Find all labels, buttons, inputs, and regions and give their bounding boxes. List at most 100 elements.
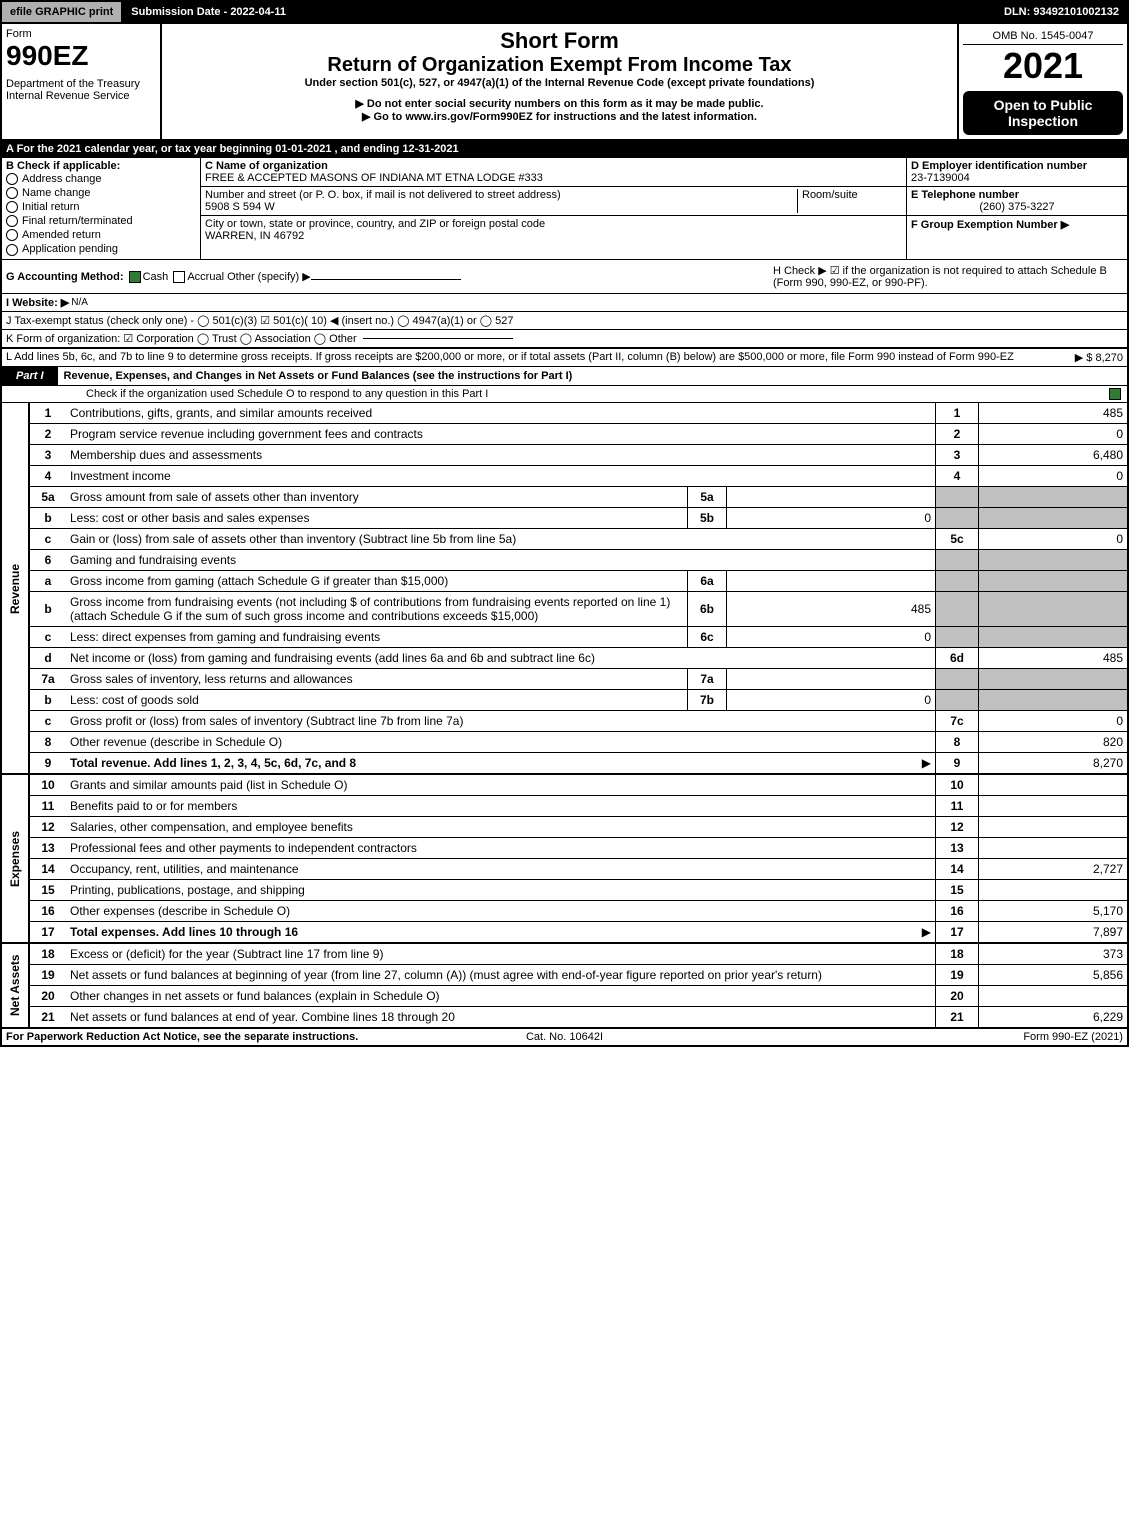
desc: Other revenue (describe in Schedule O) <box>66 731 936 752</box>
table-row: Revenue 1 Contributions, gifts, grants, … <box>1 403 1128 424</box>
inner-val <box>727 570 936 591</box>
table-row: 15 Printing, publications, postage, and … <box>1 879 1128 900</box>
desc-bold: Total expenses. Add lines 10 through 16 <box>70 925 298 939</box>
lineno: 11 <box>29 795 66 816</box>
k-other-input[interactable] <box>363 338 513 339</box>
city-label: City or town, state or province, country… <box>205 218 545 230</box>
form-name: 990EZ <box>6 40 156 72</box>
table-row: 19 Net assets or fund balances at beginn… <box>1 964 1128 985</box>
table-row: 20 Other changes in net assets or fund b… <box>1 985 1128 1006</box>
section-b: B Check if applicable: Address change Na… <box>2 158 201 259</box>
val: 485 <box>979 647 1129 668</box>
line-j: J Tax-exempt status (check only one) - ◯… <box>0 312 1129 330</box>
val: 820 <box>979 731 1129 752</box>
part1-table: Revenue 1 Contributions, gifts, grants, … <box>0 403 1129 1029</box>
lineno: 15 <box>29 879 66 900</box>
b-label: B Check if applicable: <box>6 160 196 172</box>
c-label: C Name of organization <box>205 160 328 172</box>
part1-check[interactable] <box>1109 388 1121 400</box>
chk-final-return[interactable]: Final return/terminated <box>6 214 196 228</box>
val: 0 <box>979 465 1129 486</box>
desc: Less: direct expenses from gaming and fu… <box>66 626 688 647</box>
desc: Salaries, other compensation, and employ… <box>66 816 936 837</box>
part1-title: Revenue, Expenses, and Changes in Net As… <box>58 367 1127 385</box>
header-left: Form 990EZ Department of the Treasury In… <box>2 24 162 139</box>
d-cell: D Employer identification number 23-7139… <box>907 158 1127 187</box>
table-row: 9 Total revenue. Add lines 1, 2, 3, 4, 5… <box>1 752 1128 774</box>
val: 6,229 <box>979 1006 1129 1028</box>
topbar-spacer <box>294 2 996 22</box>
ref: 9 <box>936 752 979 774</box>
note-link[interactable]: ▶ Go to www.irs.gov/Form990EZ for instru… <box>166 110 953 123</box>
inner-val <box>727 486 936 507</box>
val <box>979 774 1129 796</box>
chk-amended-return[interactable]: Amended return <box>6 228 196 242</box>
g-other-input[interactable] <box>311 279 461 280</box>
chk-initial-return[interactable]: Initial return <box>6 200 196 214</box>
chk-name-change[interactable]: Name change <box>6 186 196 200</box>
val: 5,856 <box>979 964 1129 985</box>
desc: Membership dues and assessments <box>66 444 936 465</box>
line-k: K Form of organization: ☑ Corporation ◯ … <box>0 330 1129 349</box>
footer-right: Form 990-EZ (2021) <box>751 1031 1123 1043</box>
lineno: b <box>29 591 66 626</box>
chk-cash[interactable] <box>129 271 141 283</box>
inner-label: 6a <box>688 570 727 591</box>
page-footer: For Paperwork Reduction Act Notice, see … <box>0 1029 1129 1047</box>
desc: Investment income <box>66 465 936 486</box>
note-ssn: ▶ Do not enter social security numbers o… <box>166 97 953 110</box>
dept-line-2: Internal Revenue Service <box>6 90 156 102</box>
inner-val: 0 <box>727 507 936 528</box>
ref: 6d <box>936 647 979 668</box>
lineno: 3 <box>29 444 66 465</box>
dept-line-1: Department of the Treasury <box>6 78 156 90</box>
ref: 18 <box>936 943 979 965</box>
desc: Gross income from fundraising events (no… <box>66 591 688 626</box>
addr-label: Number and street (or P. O. box, if mail… <box>205 189 561 201</box>
section-label-expenses: Expenses <box>1 774 29 943</box>
chk-application-pending[interactable]: Application pending <box>6 242 196 256</box>
lineno: 10 <box>29 774 66 796</box>
val <box>979 985 1129 1006</box>
desc: Occupancy, rent, utilities, and maintena… <box>66 858 936 879</box>
chk-accrual[interactable] <box>173 271 185 283</box>
c-addr-cell: Number and street (or P. O. box, if mail… <box>201 187 906 216</box>
city-value: WARREN, IN 46792 <box>205 230 304 242</box>
desc: Total expenses. Add lines 10 through 16 … <box>66 921 936 943</box>
table-row: 16 Other expenses (describe in Schedule … <box>1 900 1128 921</box>
lineno: 14 <box>29 858 66 879</box>
c-city-cell: City or town, state or province, country… <box>201 216 906 244</box>
table-row: b Gross income from fundraising events (… <box>1 591 1128 626</box>
section-bcd: B Check if applicable: Address change Na… <box>0 158 1129 260</box>
part1-check-line: Check if the organization used Schedule … <box>0 386 1129 403</box>
inner-val: 0 <box>727 626 936 647</box>
lineno: 2 <box>29 423 66 444</box>
desc: Gross profit or (loss) from sales of inv… <box>66 710 936 731</box>
e-label: E Telephone number <box>911 189 1019 201</box>
val-grey <box>979 570 1129 591</box>
lineno: c <box>29 710 66 731</box>
desc-bold: Total revenue. Add lines 1, 2, 3, 4, 5c,… <box>70 756 356 770</box>
ref-grey <box>936 570 979 591</box>
val <box>979 816 1129 837</box>
ref: 11 <box>936 795 979 816</box>
table-row: 3 Membership dues and assessments 3 6,48… <box>1 444 1128 465</box>
part1-check-text: Check if the organization used Schedule … <box>86 388 1107 400</box>
table-row: 8 Other revenue (describe in Schedule O)… <box>1 731 1128 752</box>
desc: Less: cost or other basis and sales expe… <box>66 507 688 528</box>
ein-value: 23-7139004 <box>911 172 970 184</box>
ref: 4 <box>936 465 979 486</box>
chk-address-change[interactable]: Address change <box>6 172 196 186</box>
omb-number: OMB No. 1545-0047 <box>963 28 1123 45</box>
submission-date: Submission Date - 2022-04-11 <box>123 2 294 22</box>
short-form-title: Short Form <box>166 28 953 54</box>
d-label: D Employer identification number <box>911 160 1087 172</box>
desc: Net assets or fund balances at end of ye… <box>66 1006 936 1028</box>
desc: Less: cost of goods sold <box>66 689 688 710</box>
desc: Excess or (deficit) for the year (Subtra… <box>66 943 936 965</box>
efile-print-button[interactable]: efile GRAPHIC print <box>2 2 123 22</box>
val-grey <box>979 486 1129 507</box>
val: 8,270 <box>979 752 1129 774</box>
ref-grey <box>936 668 979 689</box>
header-right: OMB No. 1545-0047 2021 Open to Public In… <box>959 24 1127 139</box>
